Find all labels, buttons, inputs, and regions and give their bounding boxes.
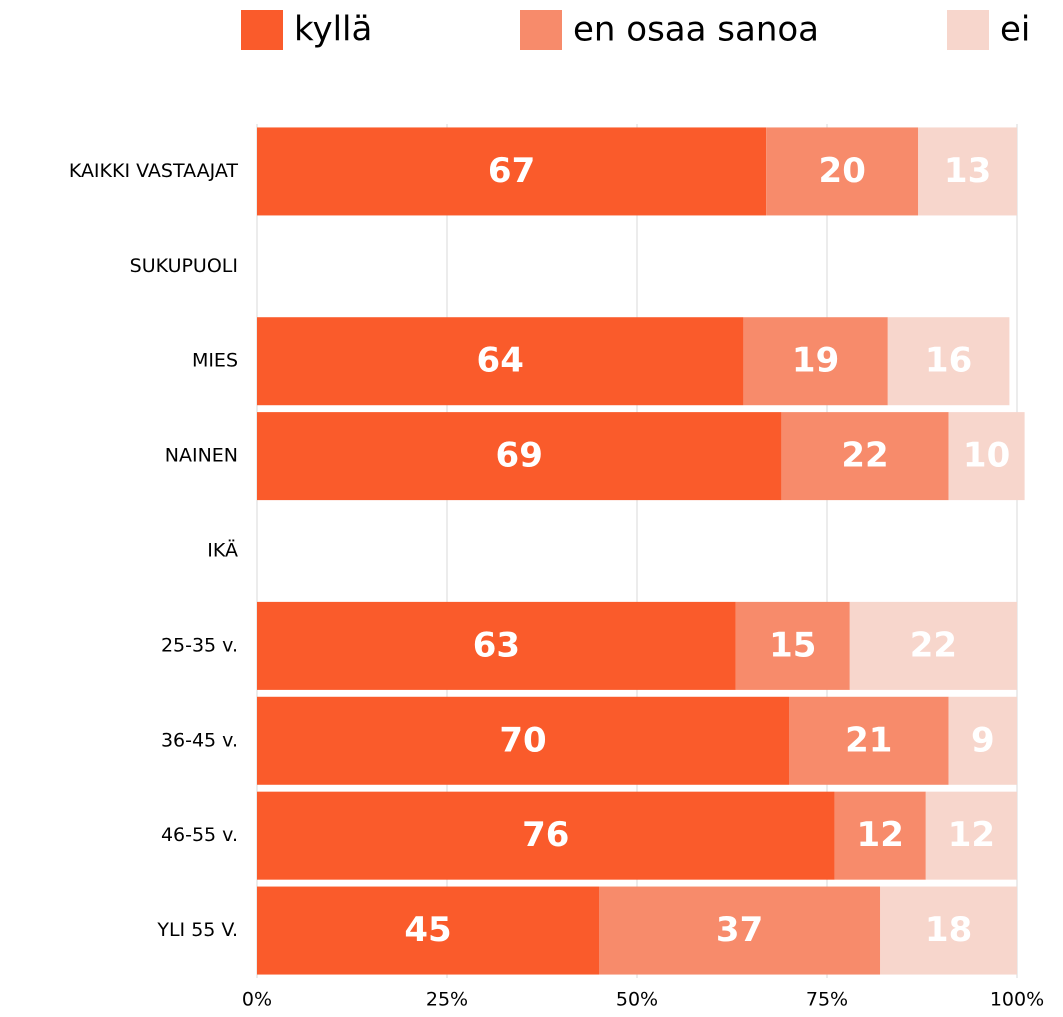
data-label: 12 (948, 815, 995, 855)
bar-segment (789, 696, 949, 785)
legend-label: en osaa sanoa (573, 10, 819, 50)
category-label: SUKUPUOLI (130, 255, 238, 277)
category-label: IKÄ (207, 539, 238, 562)
data-label: 69 (496, 436, 543, 476)
legend-label: kyllä (294, 10, 372, 50)
data-label: 76 (522, 815, 569, 855)
bar-segment (257, 127, 767, 216)
bar-segment (257, 317, 744, 406)
bar-segment (781, 412, 949, 501)
data-label: 63 (473, 625, 520, 665)
data-label: 22 (841, 436, 888, 476)
data-label: 22 (910, 625, 957, 665)
data-label: 10 (963, 436, 1010, 476)
bar-segment (849, 601, 1017, 690)
category-label: 25-35 v. (161, 634, 238, 656)
bar-segment (257, 791, 835, 880)
category-label: NAINEN (165, 445, 238, 467)
data-label: 13 (944, 151, 991, 191)
data-label: 18 (925, 910, 972, 950)
legend-label: ei (1000, 10, 1030, 50)
bar-segment (735, 601, 850, 690)
bar-segment (257, 886, 599, 975)
bar-segment (918, 127, 1017, 216)
category-label: YLI 55 V. (156, 919, 238, 941)
data-label: 19 (792, 341, 839, 381)
x-tick-label: 0% (242, 989, 272, 1011)
bar-segment (743, 317, 888, 406)
bar-segment (948, 696, 1017, 785)
data-label: 9 (971, 720, 995, 760)
data-label: 16 (925, 341, 972, 381)
bar-segment (766, 127, 919, 216)
x-tick-label: 100% (990, 989, 1044, 1011)
x-tick-label: 75% (806, 989, 848, 1011)
data-label: 20 (819, 151, 866, 191)
category-label: KAIKKI VASTAAJAT (69, 160, 239, 182)
x-tick-label: 25% (426, 989, 468, 1011)
bar-segment (834, 791, 926, 880)
bar-segment (925, 791, 1017, 880)
x-tick-label: 50% (616, 989, 658, 1011)
legend-swatch (241, 10, 283, 50)
data-label: 45 (404, 910, 451, 950)
data-label: 12 (857, 815, 904, 855)
bar-segment (599, 886, 881, 975)
category-label: 46-55 v. (161, 824, 238, 846)
bar-segment (948, 412, 1025, 501)
data-label: 67 (488, 151, 535, 191)
category-label: 36-45 v. (161, 729, 238, 751)
legend-swatch (947, 10, 989, 50)
data-label: 15 (769, 625, 816, 665)
bar-segment (257, 601, 736, 690)
bar-segment (257, 696, 789, 785)
data-label: 21 (845, 720, 892, 760)
legend-swatch (520, 10, 562, 50)
bar-segment (887, 317, 1010, 406)
data-label: 64 (477, 341, 524, 381)
category-label: MIES (192, 350, 238, 372)
data-label: 70 (499, 720, 546, 760)
bar-segment (880, 886, 1017, 975)
bar-segment (257, 412, 782, 501)
data-label: 37 (716, 910, 763, 950)
